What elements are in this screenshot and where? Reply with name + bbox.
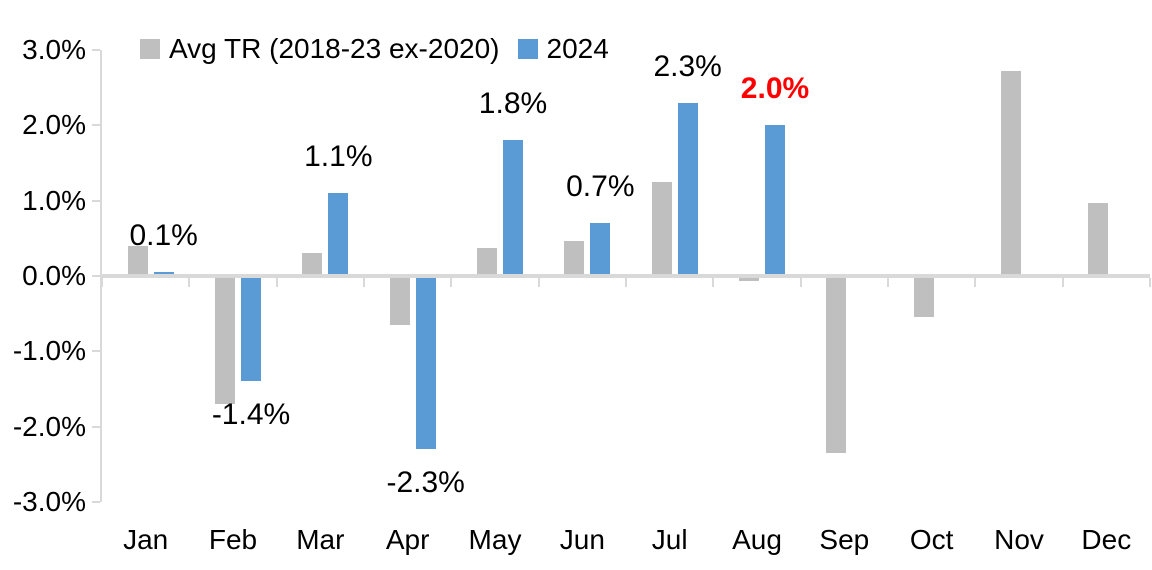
y-axis-tick-label: 1.0% xyxy=(22,184,86,216)
x-axis-tick xyxy=(275,278,278,287)
month-label-jun: Jun xyxy=(559,524,605,555)
y-axis-tick xyxy=(92,49,100,51)
x-axis-tick xyxy=(625,278,627,287)
data-label-may: 1.8% xyxy=(478,87,548,121)
month-label-may: May xyxy=(468,524,522,555)
bar-avg-tr-apr xyxy=(389,276,410,325)
x-axis-tick xyxy=(1061,278,1064,287)
data-label-aug: 2.0% xyxy=(740,72,810,106)
bar-avg-tr-jan xyxy=(127,245,148,276)
y-axis-tick-label: 3.0% xyxy=(22,34,86,65)
legend-swatch-avg-tr xyxy=(140,39,160,59)
bar-avg-tr-feb xyxy=(215,276,235,405)
y-axis-tick-label: 0.0% xyxy=(22,260,86,291)
bar-2024-may xyxy=(503,140,523,276)
bar-avg-tr-sep xyxy=(826,276,847,454)
legend-swatch-2024 xyxy=(517,39,538,59)
bar-avg-tr-mar xyxy=(302,253,323,276)
x-axis-line xyxy=(102,274,1150,278)
data-label-apr: -2.3% xyxy=(386,466,465,500)
bar-2024-aug xyxy=(765,125,785,276)
month-label-aug: Aug xyxy=(732,524,782,555)
y-axis-tick-label: 2.0% xyxy=(22,109,86,141)
bar-avg-tr-jul xyxy=(651,181,672,276)
x-axis-tick xyxy=(450,278,453,287)
data-label-jan: 0.1% xyxy=(129,219,198,253)
bar-avg-tr-nov xyxy=(1001,71,1021,276)
month-label-mar: Mar xyxy=(296,524,345,555)
month-label-dec: Dec xyxy=(1081,524,1132,555)
month-label-feb: Feb xyxy=(208,524,258,555)
y-axis-tick xyxy=(92,501,100,503)
x-axis-tick xyxy=(974,278,977,287)
x-axis-tick xyxy=(887,278,889,287)
x-axis-tick xyxy=(1149,278,1151,287)
x-axis-tick xyxy=(537,278,540,287)
month-label-jul: Jul xyxy=(651,524,688,555)
bar-2024-feb xyxy=(241,276,261,382)
x-axis-tick xyxy=(101,278,103,287)
month-label-apr: Apr xyxy=(385,524,430,555)
bar-2024-mar xyxy=(328,193,349,276)
bar-avg-tr-oct xyxy=(913,276,934,318)
x-axis-tick xyxy=(712,278,715,287)
y-axis-tick-label: -3.0% xyxy=(12,486,86,517)
y-axis-tick xyxy=(92,124,100,127)
data-label-feb: -1.4% xyxy=(211,398,291,432)
y-axis-tick-label: -1.0% xyxy=(12,335,86,367)
y-axis-tick xyxy=(92,199,100,202)
legend-label-2024: 2024 xyxy=(546,33,609,64)
data-label-mar: 1.1% xyxy=(304,140,373,174)
x-axis-tick xyxy=(188,278,191,287)
data-label-jun: 0.7% xyxy=(566,170,635,204)
bar-avg-tr-may xyxy=(477,248,497,276)
month-label-nov: Nov xyxy=(994,524,1044,555)
bar-avg-tr-aug xyxy=(739,276,759,282)
bar-avg-tr-jun xyxy=(564,240,585,276)
y-axis-tick xyxy=(92,275,100,277)
bar-2024-jul xyxy=(677,102,698,276)
month-label-oct: Oct xyxy=(909,524,954,555)
y-axis-tick xyxy=(92,425,100,428)
legend-label-avg-tr: Avg TR (2018-23 ex-2020) xyxy=(169,33,500,64)
x-axis-tick xyxy=(799,278,802,287)
bar-2024-apr xyxy=(415,276,436,450)
chart-legend: Avg TR (2018-23 ex-2020) 2024 xyxy=(140,33,609,65)
y-axis-tick xyxy=(92,350,100,353)
y-axis-line xyxy=(100,50,102,502)
month-label-sep: Sep xyxy=(819,524,870,555)
bar-2024-jun xyxy=(590,223,611,276)
bar-avg-tr-dec xyxy=(1088,202,1109,276)
x-axis-tick xyxy=(363,278,365,287)
month-label-jan: Jan xyxy=(123,524,169,555)
data-label-jul: 2.3% xyxy=(653,49,722,83)
y-axis-tick-label: -2.0% xyxy=(12,410,86,442)
